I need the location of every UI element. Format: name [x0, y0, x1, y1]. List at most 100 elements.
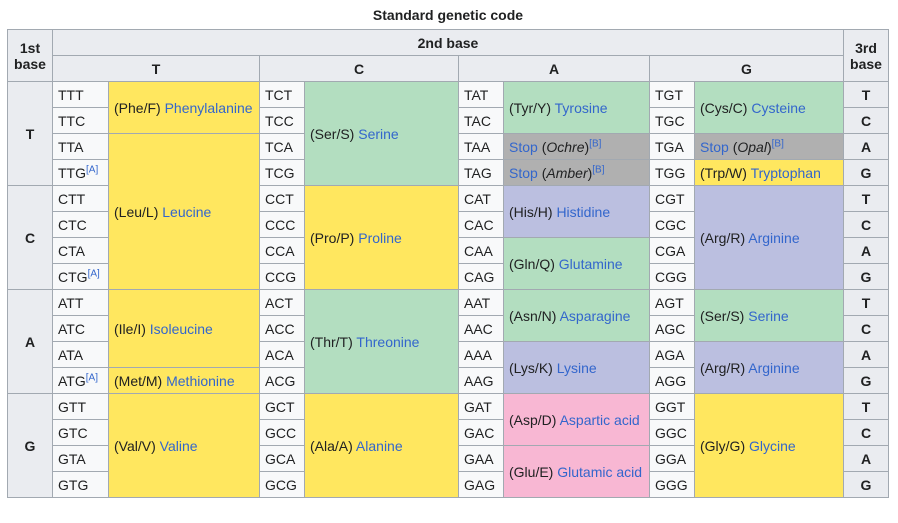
codon: CAG: [458, 263, 504, 290]
footnote-b[interactable]: [B]: [589, 137, 602, 149]
amino-acid-link[interactable]: Tryptophan: [750, 164, 821, 181]
codon: TTG[A]: [52, 159, 109, 186]
amino-acid-phe: (Phe/F) Phenylalanine: [108, 81, 260, 134]
third-base: T: [843, 81, 889, 108]
amino-acid-link[interactable]: Proline: [358, 229, 402, 246]
second-base-c: C: [259, 55, 459, 82]
amino-acid-arg-2: (Arg/R) Arginine: [694, 341, 844, 394]
codon: TAT: [458, 81, 504, 108]
codon: TAC: [458, 107, 504, 134]
codon: TCA: [259, 133, 305, 160]
codon: CTC: [52, 211, 109, 238]
amino-acid-trp: (Trp/W) Tryptophan: [694, 159, 844, 186]
amino-acid-leu: (Leu/L) Leucine: [108, 133, 260, 290]
third-base: T: [843, 185, 889, 212]
amino-acid-link[interactable]: Glutamine: [558, 255, 623, 272]
amino-acid-link[interactable]: Histidine: [556, 203, 611, 220]
amino-acid-link[interactable]: Isoleucine: [149, 320, 213, 337]
amino-acid-link[interactable]: Tyrosine: [554, 99, 608, 116]
footnote-b[interactable]: [B]: [592, 163, 605, 175]
amino-acid-link[interactable]: Glycine: [749, 437, 796, 454]
codon: ATT: [52, 289, 109, 316]
third-base: A: [843, 445, 889, 472]
amino-acid-asn: (Asn/N) Asparagine: [503, 289, 650, 342]
codon: TGG: [649, 159, 695, 186]
codon: GGA: [649, 445, 695, 472]
stop-link[interactable]: Stop: [509, 138, 538, 155]
codon: TCT: [259, 81, 305, 108]
codon: GAT: [458, 393, 504, 420]
footnote-a[interactable]: [A]: [87, 267, 100, 279]
amino-acid-link[interactable]: Arginine: [748, 359, 800, 376]
amino-acid-ala: (Ala/A) Alanine: [304, 393, 459, 498]
codon: CCG: [259, 263, 305, 290]
codon: GTA: [52, 445, 109, 472]
codon: TTA: [52, 133, 109, 160]
footnote-b[interactable]: [B]: [771, 137, 784, 149]
codon: ATG[A]: [52, 367, 109, 394]
second-base-header: 2nd base: [52, 29, 844, 56]
amino-acid-link[interactable]: Serine: [748, 307, 789, 324]
amino-acid-link[interactable]: Cysteine: [751, 99, 806, 116]
codon: AAG: [458, 367, 504, 394]
codon: TGT: [649, 81, 695, 108]
first-base-c: C: [7, 185, 53, 290]
amino-acid-link[interactable]: Aspartic acid: [559, 411, 640, 428]
third-base: A: [843, 133, 889, 160]
codon: GAG: [458, 471, 504, 498]
third-base: G: [843, 471, 889, 498]
codon: ACA: [259, 341, 305, 368]
codon: ATC: [52, 315, 109, 342]
codon: CTG[A]: [52, 263, 109, 290]
codon: GCG: [259, 471, 305, 498]
second-base-g: G: [649, 55, 844, 82]
codon: CGT: [649, 185, 695, 212]
third-base: G: [843, 367, 889, 394]
amino-acid-link[interactable]: Threonine: [356, 333, 420, 350]
codon: GCT: [259, 393, 305, 420]
amino-acid-link[interactable]: Asparagine: [559, 307, 631, 324]
codon: GTT: [52, 393, 109, 420]
amino-acid-link[interactable]: Arginine: [748, 229, 800, 246]
amino-acid-link[interactable]: Alanine: [355, 437, 403, 454]
codon: TCC: [259, 107, 305, 134]
codon: CGG: [649, 263, 695, 290]
footnote-a[interactable]: [A]: [86, 163, 99, 175]
amino-acid-asp: (Asp/D) Aspartic acid: [503, 393, 650, 446]
codon: CCC: [259, 211, 305, 238]
codon: CAT: [458, 185, 504, 212]
second-base-a: A: [458, 55, 650, 82]
second-base-t: T: [52, 55, 260, 82]
codon: GTC: [52, 419, 109, 446]
stop-opal: Stop (Opal)[B]: [694, 133, 844, 160]
codon: AGC: [649, 315, 695, 342]
footnote-a[interactable]: [A]: [85, 371, 98, 383]
codon: CCT: [259, 185, 305, 212]
stop-link[interactable]: Stop: [700, 138, 729, 155]
amino-acid-link[interactable]: Lysine: [556, 359, 597, 376]
codon: TTC: [52, 107, 109, 134]
amino-acid-link[interactable]: Valine: [159, 437, 198, 454]
amino-acid-thr: (Thr/T) Threonine: [304, 289, 459, 394]
codon: GCC: [259, 419, 305, 446]
stop-link[interactable]: Stop: [509, 164, 538, 181]
amino-acid-pro: (Pro/P) Proline: [304, 185, 459, 290]
amino-acid-gly: (Gly/G) Glycine: [694, 393, 844, 498]
first-base-g: G: [7, 393, 53, 498]
amino-acid-link[interactable]: Glutamic acid: [557, 463, 643, 480]
third-base: A: [843, 237, 889, 264]
codon: TAA: [458, 133, 504, 160]
codon: CCA: [259, 237, 305, 264]
codon: CTT: [52, 185, 109, 212]
codon: GGT: [649, 393, 695, 420]
amino-acid-link[interactable]: Serine: [358, 125, 399, 142]
amino-acid-link[interactable]: Methionine: [166, 372, 235, 389]
amino-acid-link[interactable]: Leucine: [162, 203, 212, 220]
amino-acid-link[interactable]: Phenylalanine: [164, 99, 253, 116]
codon: GCA: [259, 445, 305, 472]
amino-acid-cys: (Cys/C) Cysteine: [694, 81, 844, 134]
third-base: G: [843, 263, 889, 290]
codon: CGC: [649, 211, 695, 238]
first-base-a: A: [7, 289, 53, 394]
amino-acid-lys: (Lys/K) Lysine: [503, 341, 650, 394]
